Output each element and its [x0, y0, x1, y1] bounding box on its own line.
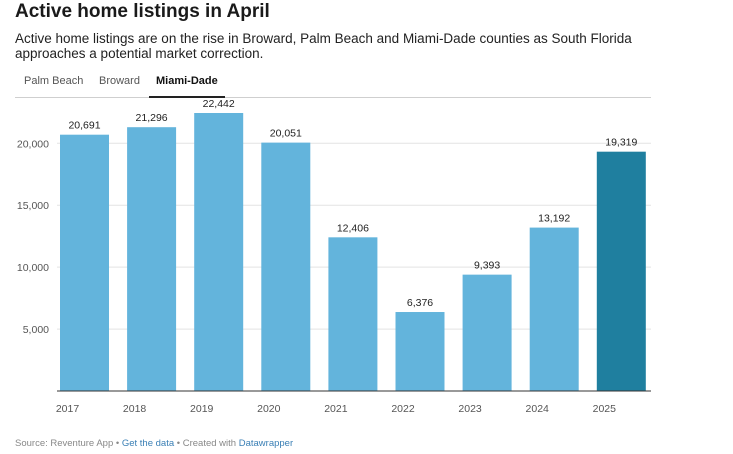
- value-label: 13,192: [538, 213, 570, 225]
- tab-palm-beach[interactable]: Palm Beach: [24, 75, 84, 87]
- x-tick-label: 2024: [526, 403, 550, 415]
- bar-2023: [462, 274, 512, 391]
- value-label: 6,376: [407, 297, 433, 309]
- y-tick-label: 20,000: [17, 138, 49, 150]
- value-label: 19,319: [605, 137, 637, 149]
- bar-2020: [261, 142, 311, 391]
- value-label: 21,296: [136, 112, 168, 124]
- value-label: 12,406: [337, 222, 369, 234]
- datawrapper-link[interactable]: Datawrapper: [238, 438, 294, 449]
- x-tick-label: 2018: [123, 403, 147, 415]
- county-tabs: Palm Beach Broward Miami-Dade: [15, 71, 651, 98]
- source-text: Source: Reventure App: [15, 438, 114, 449]
- x-tick-label: 2020: [257, 403, 281, 415]
- x-tick-label: 2017: [56, 403, 80, 415]
- x-tick-label: 2025: [593, 403, 617, 415]
- footer-separator: •: [113, 438, 122, 449]
- x-tick-label: 2022: [391, 403, 415, 415]
- bar-2021: [328, 237, 378, 391]
- bar-2025: [596, 151, 646, 391]
- chart-title: Active home listings in April: [15, 1, 270, 22]
- bar-2022: [395, 312, 445, 391]
- get-data-link[interactable]: Get the data: [121, 438, 175, 449]
- created-with-text: Created with: [182, 438, 239, 449]
- tab-miami-dade[interactable]: Miami-Dade: [149, 75, 225, 98]
- bar-2017: [60, 134, 109, 391]
- bar-chart: 5,000 10,000 15,000 20,000 20,691 2017 21,296 2…: [17, 100, 651, 415]
- bar-2024: [529, 227, 579, 391]
- value-label: 20,691: [68, 120, 100, 132]
- value-label: 22,442: [203, 100, 235, 110]
- chart-footer: Source: Reventure App • Get the data • C…: [15, 438, 293, 449]
- footer-separator: •: [174, 438, 183, 449]
- value-label: 9,393: [474, 260, 500, 272]
- y-tick-label: 10,000: [17, 262, 49, 274]
- x-tick-label: 2023: [458, 403, 482, 415]
- x-tick-label: 2021: [324, 403, 348, 415]
- y-tick-label: 15,000: [17, 200, 49, 212]
- tab-broward[interactable]: Broward: [99, 75, 140, 87]
- chart-subtitle: Active home listings are on the rise in …: [15, 31, 632, 61]
- y-tick-label: 5,000: [23, 324, 49, 336]
- x-tick-label: 2019: [190, 403, 214, 415]
- value-label: 20,051: [270, 128, 302, 140]
- bar-2019: [194, 113, 244, 391]
- bar-2018: [127, 127, 177, 392]
